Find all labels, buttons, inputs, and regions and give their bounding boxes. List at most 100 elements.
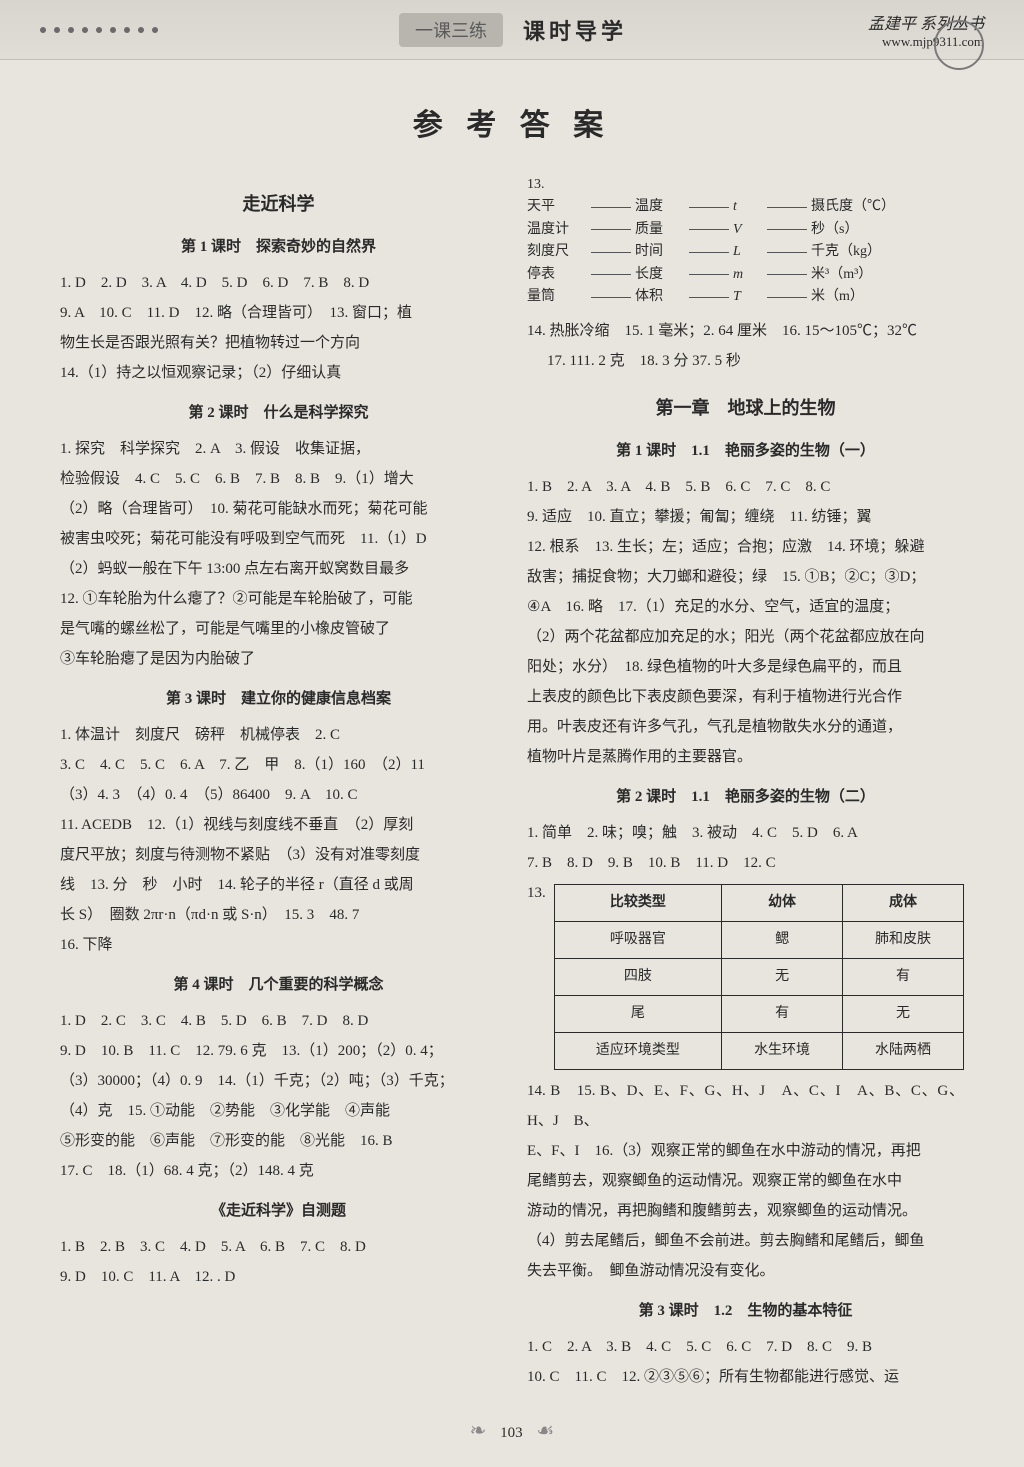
- answer-line: 3. C 4. C 5. C 6. A 7. 乙 甲 8.（1）160 （2）1…: [60, 750, 497, 780]
- q13-cell: V: [733, 219, 763, 241]
- q13-cell: t: [733, 196, 763, 218]
- q13-row: 天平 温度 t 摄氏度（℃）: [527, 196, 964, 218]
- answer-line: （3）30000；（4）0. 9 14.（1）千克；（2）吨；（3）千克；: [60, 1066, 497, 1096]
- answer-line: 上表皮的颜色比下表皮颜色要深，有利于植物进行光合作: [527, 682, 964, 712]
- answer-line: 植物叶片是蒸腾作用的主要器官。: [527, 742, 964, 772]
- answer-line: ⑤形变的能 ⑥声能 ⑦形变的能 ⑧光能 16. B: [60, 1126, 497, 1156]
- answer-line: （2）蚂蚁一般在下午 13:00 点左右离开蚁窝数目最多: [60, 554, 497, 584]
- answer-line: 16. 下降: [60, 930, 497, 960]
- answer-line: （4）克 15. ①动能 ②势能 ③化学能 ④声能: [60, 1096, 497, 1126]
- q13-cell: 体积: [635, 286, 685, 308]
- table-cell: 水陆两栖: [843, 1033, 964, 1070]
- seal-icon: [934, 20, 984, 70]
- answer-line: 12. 根系 13. 生长；左；适应；合抱；应激 14. 环境；躲避: [527, 532, 964, 562]
- q13-cell: 天平: [527, 196, 587, 218]
- table-cell: 鳃: [722, 922, 843, 959]
- lesson-heading: 第 4 课时 几个重要的科学概念: [60, 970, 497, 1000]
- section-heading: 走近科学: [60, 186, 497, 222]
- table-header: 成体: [843, 885, 964, 922]
- footer-deco-icon: ☙: [536, 1418, 554, 1443]
- q13-cell: 温度: [635, 196, 685, 218]
- answer-line: 度尺平放；刻度与待测物不紧贴 （3）没有对准零刻度: [60, 840, 497, 870]
- table-row: 呼吸器官鳃肺和皮肤: [554, 922, 963, 959]
- right-column: 13. 天平温度t摄氏度（℃）温度计质量V秒（s）刻度尺时间L千克（kg）停表长…: [527, 174, 964, 1392]
- lesson-heading: 《走近科学》自测题: [60, 1196, 497, 1226]
- lesson-heading: 第 2 课时 1.1 艳丽多姿的生物（二）: [527, 782, 964, 812]
- answer-line: （3）4. 3 （4）0. 4 （5）86400 9. A 10. C: [60, 780, 497, 810]
- table-cell: 呼吸器官: [554, 922, 721, 959]
- answer-line: 17. 111. 2 克 18. 3 分 37. 5 秒: [527, 346, 964, 376]
- page-number: 103: [500, 1425, 523, 1441]
- header-badge: 一课三练: [399, 13, 503, 47]
- answer-line: （2）两个花盆都应加充足的水；阳光（两个花盆都应放在向: [527, 622, 964, 652]
- answer-line: 7. B 8. D 9. B 10. B 11. D 12. C: [527, 848, 964, 878]
- header-center: 一课三练 课时导学: [399, 13, 627, 47]
- answer-line: 11. ACEDB 12.（1）视线与刻度线不垂直 （2）厚刻: [60, 810, 497, 840]
- q13-cell: 秒（s）: [811, 219, 901, 241]
- answer-line: 敌害；捕捉食物；大刀螂和避役；绿 15. ①B；②C；③D；: [527, 562, 964, 592]
- answer-line: 阳处；水分） 18. 绿色植物的叶大多是绿色扁平的，而且: [527, 652, 964, 682]
- q13-row: 温度计质量V秒（s）: [527, 219, 964, 241]
- table-row: 四肢无有: [554, 959, 963, 996]
- answer-line: 1. 体温计 刻度尺 磅秤 机械停表 2. C: [60, 720, 497, 750]
- answer-line: 10. C 11. C 12. ②③⑤⑥；所有生物都能进行感觉、运: [527, 1362, 964, 1392]
- answer-line: 1. B 2. A 3. A 4. B 5. B 6. C 7. C 8. C: [527, 472, 964, 502]
- lesson-heading: 第 1 课时 探索奇妙的自然界: [60, 232, 497, 262]
- table-cell: 水生环境: [722, 1033, 843, 1070]
- table-q-label: 13.: [527, 878, 546, 908]
- answer-line: E、F、I 16.（3）观察正常的鲫鱼在水中游动的情况，再把: [527, 1136, 964, 1166]
- q13-cell: 刻度尺: [527, 241, 587, 263]
- answer-line: 12. ①车轮胎为什么瘪了？②可能是车轮胎破了，可能: [60, 584, 497, 614]
- table-cell: 四肢: [554, 959, 721, 996]
- header-dots-left: [40, 27, 158, 33]
- answer-line: 是气嘴的螺丝松了，可能是气嘴里的小橡皮管破了: [60, 614, 497, 644]
- table-cell: 无: [722, 959, 843, 996]
- answer-line: 游动的情况，再把胸鳍和腹鳍剪去，观察鲫鱼的运动情况。: [527, 1196, 964, 1226]
- answer-line: ③车轮胎瘪了是因为内胎破了: [60, 644, 497, 674]
- header-bar: 一课三练 课时导学 孟建平 系列丛书 www.mjp9311.com: [0, 0, 1024, 60]
- q13-cell: 时间: [635, 241, 685, 263]
- answer-line: 1. D 2. C 3. C 4. B 5. D 6. B 7. D 8. D: [60, 1006, 497, 1036]
- q13-cell: 质量: [635, 219, 685, 241]
- answer-line: 尾鳍剪去，观察鲫鱼的运动情况。观察正常的鲫鱼在水中: [527, 1166, 964, 1196]
- lesson-heading: 第 3 课时 1.2 生物的基本特征: [527, 1296, 964, 1326]
- table-cell: 无: [843, 996, 964, 1033]
- answer-line: 用。叶表皮还有许多气孔，气孔是植物散失水分的通道，: [527, 712, 964, 742]
- main-title: 参 考 答 案: [0, 100, 1024, 144]
- answer-line: 1. C 2. A 3. B 4. C 5. C 6. C 7. D 8. C …: [527, 1332, 964, 1362]
- answer-line: 9. D 10. B 11. C 12. 79. 6 克 13.（1）200；（…: [60, 1036, 497, 1066]
- answer-line: 9. 适应 10. 直立；攀援；匍匐；缠绕 11. 纺锤；翼: [527, 502, 964, 532]
- table-cell: 尾: [554, 996, 721, 1033]
- q13-cell: 停表: [527, 264, 587, 286]
- answer-line: 14. 热胀冷缩 15. 1 毫米；2. 64 厘米 16. 15～105℃；3…: [527, 316, 964, 346]
- answer-line: 17. C 18.（1）68. 4 克；（2）148. 4 克: [60, 1156, 497, 1186]
- answer-line: 物生长是否跟光照有关？把植物转过一个方向: [60, 328, 497, 358]
- header-title: 课时导学: [523, 14, 627, 46]
- q13-cell: 米（m）: [811, 286, 901, 308]
- q13-row: 刻度尺 时间 L 千克（kg）: [527, 241, 964, 263]
- chapter-heading: 第一章 地球上的生物: [527, 390, 964, 426]
- answer-line: 14.（1）持之以恒观察记录；（2）仔细认真: [60, 358, 497, 388]
- q13-label: 13.: [527, 177, 545, 192]
- table-cell: 有: [722, 996, 843, 1033]
- footer-deco-icon: ❧: [470, 1418, 487, 1443]
- footer: ❧ 103 ☙: [0, 1418, 1024, 1443]
- lesson-heading: 第 2 课时 什么是科学探究: [60, 398, 497, 428]
- q13-cell: T: [733, 286, 763, 308]
- table-row: 尾有无: [554, 996, 963, 1033]
- answer-line: 被害虫咬死；菊花可能没有呼吸到空气而死 11.（1）D: [60, 524, 497, 554]
- answer-line: 9. D 10. C 11. A 12. . D: [60, 1262, 497, 1292]
- answer-line: 14. B 15. B、D、E、F、G、H、J A、C、I A、B、C、G、H、…: [527, 1076, 964, 1136]
- q13-cell: L: [733, 241, 763, 263]
- answer-line: 1. 探究 科学探究 2. A 3. 假设 收集证据，: [60, 434, 497, 464]
- table-header: 幼体: [722, 885, 843, 922]
- q13-cell: 摄氏度（℃）: [811, 196, 901, 218]
- lesson-heading: 第 1 课时 1.1 艳丽多姿的生物（一）: [527, 436, 964, 466]
- answer-line: 检验假设 4. C 5. C 6. B 7. B 8. B 9.（1）增大: [60, 464, 497, 494]
- answer-line: 9. A 10. C 11. D 12. 略（合理皆可） 13. 窗口；植: [60, 298, 497, 328]
- answer-line: 1. D 2. D 3. A 4. D 5. D 6. D 7. B 8. D: [60, 268, 497, 298]
- table-header: 比较类型: [554, 885, 721, 922]
- answer-line: （2）略（合理皆可） 10. 菊花可能缺水而死；菊花可能: [60, 494, 497, 524]
- q13-cell: 千克（kg）: [811, 241, 901, 263]
- comparison-table: 比较类型幼体成体呼吸器官鳃肺和皮肤四肢无有尾有无适应环境类型水生环境水陆两栖: [554, 884, 964, 1070]
